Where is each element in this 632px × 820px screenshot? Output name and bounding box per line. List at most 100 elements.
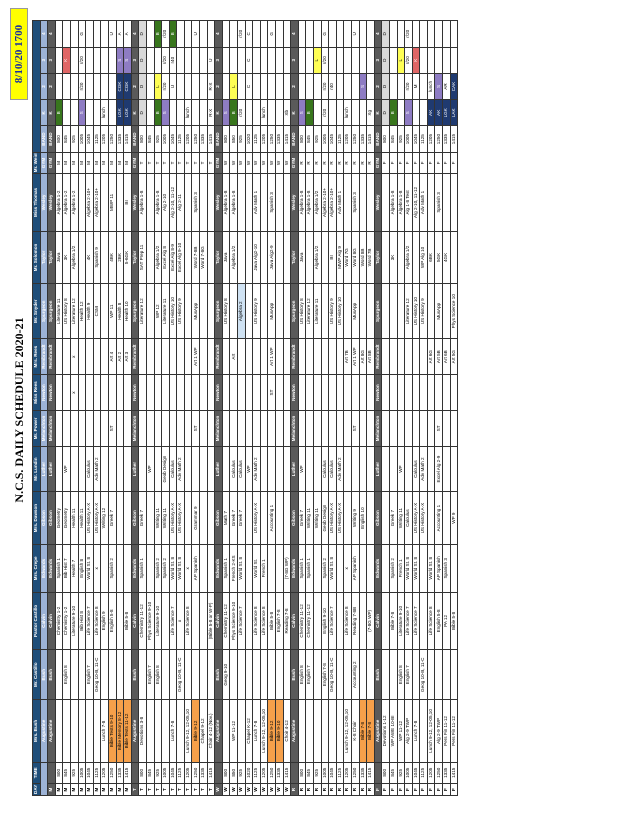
class-cell: Art 5B [434,338,443,375]
class-cell [237,231,246,284]
class-cell [199,491,208,545]
class-cell: A [123,20,132,48]
class-cell: CGK [123,73,132,100]
class-cell [298,699,306,763]
day-code: R [298,783,306,796]
class-cell [328,410,337,447]
class-cell [100,283,109,339]
day-header-cell: K [47,99,56,126]
class-cell: 1335 [359,125,367,153]
day-code: F [442,783,451,796]
class-cell [100,410,109,447]
class-cell: 1205 [100,125,109,153]
class-cell: R [359,152,367,174]
schedule-row: W 1415 Choir 4-12 Reading 7-8 (7-8G WP) W 1415… [283,20,291,796]
class-cell: Algebra 1-8 [305,173,314,232]
class-cell [283,446,291,492]
class-cell [412,99,420,126]
class-cell [419,338,428,375]
class-cell [267,47,276,74]
schedule-row: R 1005 English 7-8 English 9-10 Spanish 2 Geo… [321,20,329,796]
class-cell: Spanish 1 [298,544,306,593]
class-cell [252,338,261,375]
class-cell: Math 7 [222,491,230,545]
class-cell: D [138,73,147,100]
class-cell: WP AWE 10-BI [389,699,397,763]
class-cell [275,338,284,375]
class-cell: Health 12 [78,283,86,339]
schedule-row: W 925 Life Science 7 World St. 8 Greek 7 Calc… [237,20,246,796]
class-cell: English 7-8 [275,592,284,650]
class-cell [305,73,314,100]
room-name: Rembrandt [40,338,48,375]
time-cell: 1335 [116,762,124,784]
class-cell [116,649,124,700]
class-cell [419,20,428,48]
class-cell [283,73,291,100]
class-cell: x [93,544,101,593]
day-header-cell: BAND [131,125,139,153]
class-cell: 1250 [267,125,276,153]
class-cell: 1335 [442,125,451,153]
class-cell: CAK [450,73,458,100]
class-cell: 1005 [161,125,170,153]
class-cell [207,338,215,375]
class-cell [184,338,192,375]
class-cell: Algebra 1-8 [389,173,397,232]
day-header-cell: GYM [131,152,139,174]
class-cell: Accounting 1 [267,491,276,545]
class-cell: English 8 [78,544,86,593]
class-cell: WP 11 [108,283,117,339]
class-cell [62,99,71,126]
class-cell: S [222,99,230,126]
class-cell [275,73,284,100]
time-cell: 1335 [275,762,284,784]
class-cell: Spanish 3 [191,173,200,232]
class-cell [199,20,208,48]
class-cell [161,592,170,650]
class-cell [397,283,405,339]
class-cell: x [184,544,192,593]
class-cell: Algebra 1-8 [138,173,147,232]
class-cell [442,374,451,411]
class-cell: English 7-8 [321,649,329,700]
class-cell [245,283,253,339]
time-cell: 1045 [169,762,177,784]
day-header-cell: Melanchton [214,410,223,447]
day-header-cell: F [374,783,382,796]
time-cell: 1250 [108,762,117,784]
class-cell [184,649,192,700]
day-header-cell: Calvin [47,592,56,650]
class-cell: Geog 10-B, 11-C [328,649,337,700]
class-cell: 1045 [85,125,94,153]
day-header-cell: Melanchton [47,410,56,447]
class-cell: Lunch 7-8 [412,699,420,763]
class-cell: D [138,99,147,126]
class-cell: Life Science 8 [184,592,192,650]
class-cell [283,231,291,284]
class-cell: Literature 12 [138,283,147,339]
teacher-name: Miss Thomas [32,173,41,232]
class-cell: Alg 2-9 TWP [434,699,443,763]
class-cell: Chemistry 11-12 [305,592,314,650]
class-cell: D [138,20,147,48]
day-code: T [146,783,154,796]
teacher-name: Miss Rees [32,374,41,411]
class-cell [146,699,154,763]
class-cell: 4BK [108,231,117,284]
schedule-row: M 1335 Bible Memory 8-12 Art 2 Health 8 2BK M 1… [116,20,124,796]
class-cell: AP Spanish [434,544,443,593]
class-cell [116,592,124,650]
class-cell: Algebra 1-2 [70,173,79,232]
class-cell [313,649,322,700]
schedule-row: T 925 English 8 Literature 9-10 Spanish 2 Wri… [154,20,162,796]
class-cell [336,73,344,100]
class-cell: M [78,152,86,174]
class-cell: F [412,152,420,174]
class-cell: Literature 9-10 [70,592,79,650]
class-cell [450,649,458,700]
class-cell: US History A-X [328,491,337,545]
class-cell [85,47,94,74]
class-cell: Health 8 [116,283,124,339]
class-cell [222,699,230,763]
